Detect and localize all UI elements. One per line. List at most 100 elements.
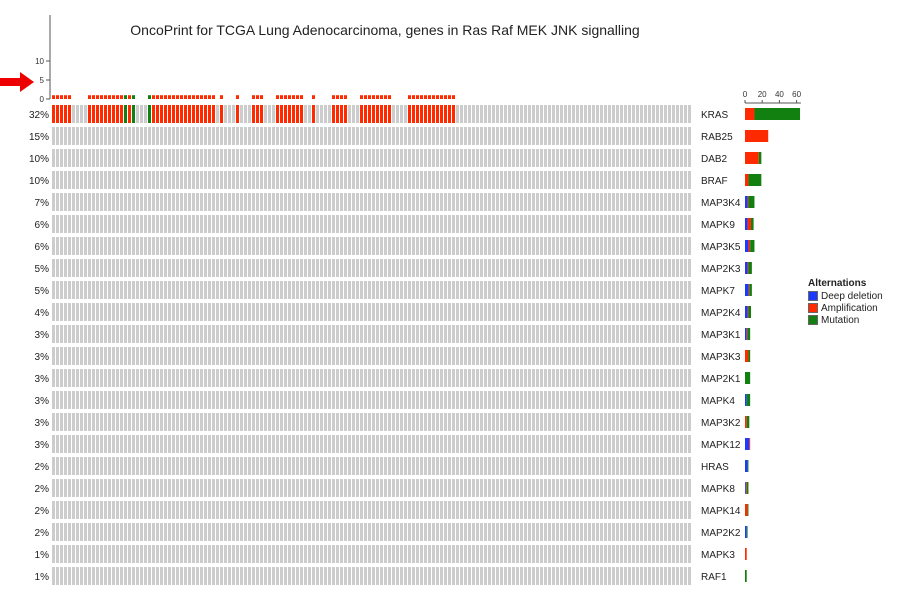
unaltered-cell xyxy=(368,281,371,299)
unaltered-cell xyxy=(676,105,679,123)
unaltered-cell xyxy=(528,193,531,211)
unaltered-cell xyxy=(376,215,379,233)
unaltered-cell xyxy=(156,567,159,585)
unaltered-cell xyxy=(228,391,231,409)
sample-alteration-bar xyxy=(60,95,63,99)
unaltered-cell xyxy=(80,127,83,145)
unaltered-cell xyxy=(396,215,399,233)
unaltered-cell xyxy=(616,479,619,497)
unaltered-cell xyxy=(336,479,339,497)
unaltered-cell xyxy=(560,545,563,563)
gene-percent-label: 2% xyxy=(35,528,50,539)
unaltered-cell xyxy=(300,391,303,409)
unaltered-cell xyxy=(540,435,543,453)
unaltered-cell xyxy=(580,237,583,255)
unaltered-cell xyxy=(72,259,75,277)
unaltered-cell xyxy=(576,281,579,299)
unaltered-cell xyxy=(172,237,175,255)
unaltered-cell xyxy=(516,193,519,211)
unaltered-cell xyxy=(224,347,227,365)
unaltered-cell xyxy=(212,149,215,167)
sample-alteration-bar xyxy=(340,95,343,99)
top-axis-tick-label: 5 xyxy=(40,76,45,85)
unaltered-cell xyxy=(636,303,639,321)
unaltered-cell xyxy=(636,105,639,123)
unaltered-cell xyxy=(144,281,147,299)
unaltered-cell xyxy=(280,325,283,343)
unaltered-cell xyxy=(604,413,607,431)
unaltered-cell xyxy=(160,567,163,585)
gene-total-bar xyxy=(745,174,749,186)
unaltered-cell xyxy=(676,457,679,475)
unaltered-cell xyxy=(68,325,71,343)
unaltered-cell xyxy=(256,237,259,255)
unaltered-cell xyxy=(164,347,167,365)
unaltered-cell xyxy=(336,237,339,255)
unaltered-cell xyxy=(436,523,439,541)
unaltered-cell xyxy=(568,215,571,233)
unaltered-cell xyxy=(388,501,391,519)
unaltered-cell xyxy=(368,391,371,409)
unaltered-cell xyxy=(328,457,331,475)
unaltered-cell xyxy=(376,369,379,387)
unaltered-cell xyxy=(584,545,587,563)
unaltered-cell xyxy=(124,303,127,321)
unaltered-cell xyxy=(428,435,431,453)
unaltered-cell xyxy=(240,149,243,167)
unaltered-cell xyxy=(428,457,431,475)
gene-total-bar xyxy=(748,262,752,274)
unaltered-cell xyxy=(224,127,227,145)
unaltered-cell xyxy=(360,347,363,365)
unaltered-cell xyxy=(672,259,675,277)
unaltered-cell xyxy=(100,215,103,233)
gene-total-bar xyxy=(748,240,751,252)
unaltered-cell xyxy=(680,193,683,211)
unaltered-cell xyxy=(552,171,555,189)
unaltered-cell xyxy=(152,237,155,255)
unaltered-cell xyxy=(472,457,475,475)
unaltered-cell xyxy=(636,501,639,519)
unaltered-cell xyxy=(392,369,395,387)
unaltered-cell xyxy=(384,435,387,453)
unaltered-cell xyxy=(148,149,151,167)
unaltered-cell xyxy=(676,303,679,321)
sample-alteration-bar xyxy=(252,95,255,99)
gene-total-bar xyxy=(745,306,748,318)
alteration-cell xyxy=(88,105,91,123)
unaltered-cell xyxy=(100,545,103,563)
unaltered-cell xyxy=(92,303,95,321)
alteration-cell xyxy=(416,105,419,123)
unaltered-cell xyxy=(668,325,671,343)
unaltered-cell xyxy=(544,303,547,321)
unaltered-cell xyxy=(644,171,647,189)
unaltered-cell xyxy=(64,523,67,541)
alteration-cell xyxy=(236,105,239,123)
unaltered-cell xyxy=(364,325,367,343)
unaltered-cell xyxy=(572,127,575,145)
unaltered-cell xyxy=(408,259,411,277)
unaltered-cell xyxy=(124,259,127,277)
unaltered-cell xyxy=(92,523,95,541)
unaltered-cell xyxy=(668,105,671,123)
unaltered-cell xyxy=(568,105,571,123)
unaltered-cell xyxy=(396,567,399,585)
unaltered-cell xyxy=(688,259,691,277)
unaltered-cell xyxy=(108,435,111,453)
unaltered-cell xyxy=(340,127,343,145)
unaltered-cell xyxy=(64,325,67,343)
unaltered-cell xyxy=(420,171,423,189)
unaltered-cell xyxy=(84,435,87,453)
unaltered-cell xyxy=(100,413,103,431)
unaltered-cell xyxy=(52,171,55,189)
unaltered-cell xyxy=(592,479,595,497)
unaltered-cell xyxy=(460,303,463,321)
unaltered-cell xyxy=(84,479,87,497)
unaltered-cell xyxy=(368,325,371,343)
unaltered-cell xyxy=(68,215,71,233)
unaltered-cell xyxy=(504,523,507,541)
unaltered-cell xyxy=(548,127,551,145)
unaltered-cell xyxy=(256,325,259,343)
unaltered-cell xyxy=(132,171,135,189)
unaltered-cell xyxy=(572,479,575,497)
unaltered-cell xyxy=(592,391,595,409)
